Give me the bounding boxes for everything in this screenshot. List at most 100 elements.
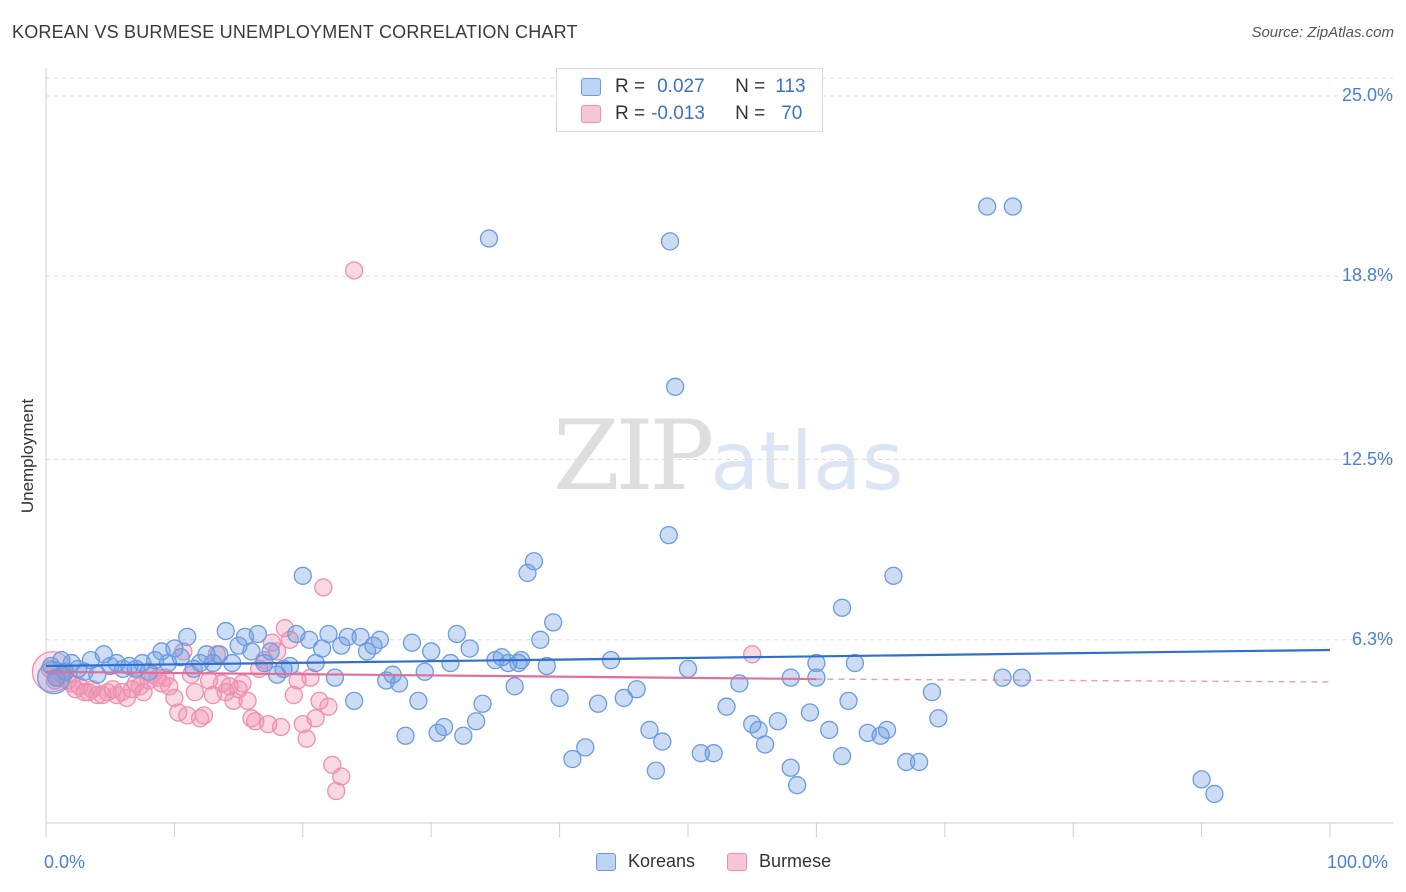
korean-point: [537, 656, 556, 676]
burmese-legend-swatch: [727, 852, 748, 871]
korean-point: [216, 621, 235, 641]
grid-lines: [46, 77, 1393, 641]
burmese-point: [297, 729, 316, 748]
burmese-point: [345, 261, 364, 280]
koreans-swatch: [596, 852, 616, 871]
burmese-point: [306, 709, 325, 728]
burmese-r-value: -0.013: [651, 103, 705, 124]
burmese-points: [31, 261, 762, 801]
watermark-zip: ZIP: [553, 400, 714, 512]
korean-points: [37, 197, 1224, 804]
x-tick-max: 100.0%: [1327, 852, 1389, 872]
burmese-r-label: R =: [615, 103, 646, 124]
korean-point: [460, 639, 479, 658]
korean-point: [909, 752, 929, 772]
legend-row-burmese: R = -0.013 N = 70: [581, 102, 802, 126]
korean-point: [922, 682, 942, 702]
korean-point: [1003, 197, 1023, 216]
y-tick-label: 25.0%: [1341, 85, 1393, 105]
burmese-point: [271, 717, 291, 737]
korean-point: [678, 659, 698, 679]
y-tick-label: 6.3%: [1351, 628, 1393, 649]
korean-point: [345, 691, 364, 711]
korean-trend-line: [45, 648, 1331, 668]
korean-point: [434, 717, 454, 737]
korean-point: [415, 662, 434, 681]
burmese-point: [194, 706, 214, 725]
korean-point: [820, 720, 839, 740]
korean-point: [402, 633, 422, 652]
burmese-point: [117, 688, 137, 708]
series-legend: Koreans Burmese: [596, 851, 863, 872]
burmese-point: [134, 682, 153, 702]
correlation-legend: R = 0.027 N = 113 R = -0.013 N = 70: [556, 68, 823, 132]
trend-lines: [45, 648, 1331, 683]
burmese-point: [284, 685, 303, 705]
korean-point: [768, 712, 788, 731]
chart-title: KOREAN VS BURMESE UNEMPLOYMENT CORRELATI…: [12, 22, 578, 42]
burmese-point: [93, 685, 112, 705]
korean-point: [800, 703, 820, 722]
korean-point: [1012, 668, 1031, 687]
burmese-swatch: [581, 105, 601, 123]
korean-cluster-point: [37, 660, 71, 695]
korean-point: [409, 691, 428, 711]
korean-point: [319, 624, 338, 644]
burmese-point: [112, 682, 131, 702]
korean-point: [338, 627, 357, 647]
korean-point: [832, 598, 852, 617]
y-tick-label: 12.5%: [1341, 448, 1393, 469]
korean-point: [479, 229, 499, 248]
burmese-label: Burmese: [759, 851, 832, 871]
korean-point: [370, 630, 389, 649]
korean-point: [441, 653, 460, 673]
burmese-point: [275, 619, 294, 638]
korean-swatch: [581, 78, 601, 96]
axes: [45, 68, 1393, 837]
korean-point: [781, 758, 800, 777]
korean-point: [473, 694, 492, 713]
burmese-point: [160, 677, 179, 696]
korean-point: [300, 630, 319, 649]
korean-point: [755, 735, 775, 754]
korean-n-value: 113: [775, 76, 806, 97]
korean-point: [807, 668, 826, 687]
korean-point: [447, 624, 467, 644]
korean-point: [242, 642, 261, 661]
korean-point: [704, 744, 723, 763]
legend-row-korean: R = 0.027 N = 113: [581, 75, 806, 99]
koreans-label: Koreans: [628, 851, 696, 871]
korean-point: [505, 677, 524, 696]
burmese-point: [314, 578, 333, 597]
korean-point: [248, 624, 268, 644]
legend-item-burmese[interactable]: Burmese: [727, 851, 831, 872]
korean-point: [389, 674, 409, 693]
korean-point: [787, 776, 807, 795]
legend-item-koreans[interactable]: Koreans: [596, 851, 695, 872]
korean-point: [171, 648, 190, 667]
korean-point: [877, 720, 897, 740]
korean-point: [884, 566, 903, 585]
korean-point: [646, 761, 666, 780]
burmese-n-value: 70: [781, 103, 803, 124]
x-tick-min: 0.0%: [44, 852, 86, 872]
korean-point: [47, 668, 66, 687]
korean-point: [422, 642, 441, 661]
burmese-point: [332, 767, 351, 786]
burmese-point: [267, 642, 287, 661]
korean-r-label: R =: [615, 76, 646, 97]
korean-point: [293, 566, 312, 585]
korean-point: [807, 653, 826, 673]
burmese-point: [743, 645, 762, 664]
korean-point: [1192, 770, 1211, 789]
korean-point: [832, 746, 852, 766]
korean-n-label: N =: [735, 76, 766, 97]
burmese-point: [165, 688, 184, 708]
watermark-atlas: atlas: [710, 415, 904, 508]
korean-point: [524, 552, 544, 571]
burmese-point: [310, 691, 329, 711]
korean-point: [178, 627, 197, 647]
burmese-point: [319, 697, 338, 716]
korean-point: [550, 688, 569, 708]
